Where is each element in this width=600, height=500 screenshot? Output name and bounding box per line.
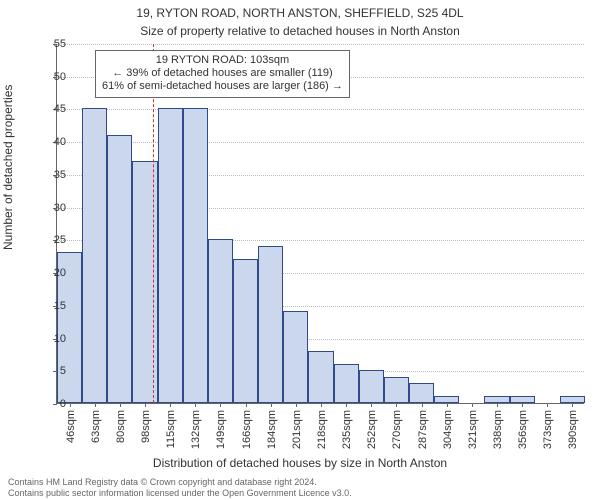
x-tick-mark xyxy=(447,403,448,407)
bar xyxy=(208,239,233,403)
x-tick-label: 201sqm xyxy=(291,410,303,449)
x-tick-label: 390sqm xyxy=(567,410,579,449)
x-tick-label: 98sqm xyxy=(140,410,152,443)
x-tick-mark xyxy=(422,403,423,407)
x-tick-mark xyxy=(170,403,171,407)
x-tick-mark xyxy=(70,403,71,407)
x-tick-label: 252sqm xyxy=(366,410,378,449)
x-tick-mark xyxy=(95,403,96,407)
x-tick-mark xyxy=(346,403,347,407)
bar xyxy=(158,108,183,403)
x-tick-mark xyxy=(497,403,498,407)
x-tick-mark xyxy=(220,403,221,407)
bar xyxy=(183,108,208,403)
y-tick-label: 5 xyxy=(38,365,66,377)
x-tick-label: 166sqm xyxy=(241,410,253,449)
footer-line-1: Contains HM Land Registry data © Crown c… xyxy=(8,477,352,487)
y-tick-label: 40 xyxy=(38,136,66,148)
plot-area xyxy=(56,44,584,404)
y-tick-label: 10 xyxy=(38,333,66,345)
title-line-1: 19, RYTON ROAD, NORTH ANSTON, SHEFFIELD,… xyxy=(0,6,600,20)
x-tick-mark xyxy=(120,403,121,407)
x-tick-mark xyxy=(522,403,523,407)
bar xyxy=(82,108,107,403)
x-tick-mark xyxy=(195,403,196,407)
y-tick-label: 30 xyxy=(38,202,66,214)
reference-line xyxy=(153,44,154,403)
x-axis-label: Distribution of detached houses by size … xyxy=(0,456,600,470)
x-tick-label: 287sqm xyxy=(417,410,429,449)
x-tick-mark xyxy=(296,403,297,407)
grid-line xyxy=(57,142,584,143)
x-tick-mark xyxy=(371,403,372,407)
annotation-line-2: ← 39% of detached houses are smaller (11… xyxy=(102,67,343,80)
chart-container: 19, RYTON ROAD, NORTH ANSTON, SHEFFIELD,… xyxy=(0,0,600,500)
y-tick-label: 25 xyxy=(38,234,66,246)
x-tick-mark xyxy=(145,403,146,407)
bar xyxy=(409,383,434,403)
bar xyxy=(107,135,132,403)
x-tick-label: 80sqm xyxy=(115,410,127,443)
plot-inner xyxy=(56,44,584,404)
y-tick-label: 0 xyxy=(38,398,66,410)
footer: Contains HM Land Registry data © Crown c… xyxy=(8,477,352,498)
bar xyxy=(384,377,409,403)
annotation-line-3: 61% of semi-detached houses are larger (… xyxy=(102,80,343,93)
y-tick-label: 20 xyxy=(38,267,66,279)
x-tick-label: 235sqm xyxy=(341,410,353,449)
x-tick-label: 149sqm xyxy=(215,410,227,449)
x-tick-label: 218sqm xyxy=(316,410,328,449)
bar xyxy=(359,370,384,403)
y-tick-label: 35 xyxy=(38,169,66,181)
y-tick-label: 45 xyxy=(38,103,66,115)
x-tick-mark xyxy=(472,403,473,407)
x-tick-label: 356sqm xyxy=(517,410,529,449)
y-tick-label: 15 xyxy=(38,300,66,312)
bar xyxy=(233,259,258,403)
x-tick-mark xyxy=(321,403,322,407)
grid-line xyxy=(57,109,584,110)
y-tick-label: 50 xyxy=(38,71,66,83)
x-tick-mark xyxy=(246,403,247,407)
y-tick-label: 55 xyxy=(38,38,66,50)
x-tick-label: 132sqm xyxy=(190,410,202,449)
x-tick-label: 304sqm xyxy=(442,410,454,449)
x-tick-label: 46sqm xyxy=(65,410,77,443)
title-line-2: Size of property relative to detached ho… xyxy=(0,24,600,38)
footer-line-2: Contains public sector information licen… xyxy=(8,488,352,498)
y-axis-label: Number of detached properties xyxy=(1,85,15,250)
x-tick-label: 338sqm xyxy=(492,410,504,449)
x-tick-label: 270sqm xyxy=(391,410,403,449)
x-tick-label: 373sqm xyxy=(542,410,554,449)
bar xyxy=(258,246,283,403)
x-tick-mark xyxy=(547,403,548,407)
annotation-line-1: 19 RYTON ROAD: 103sqm xyxy=(102,54,343,67)
x-tick-mark xyxy=(572,403,573,407)
x-tick-label: 184sqm xyxy=(266,410,278,449)
x-tick-mark xyxy=(271,403,272,407)
bar xyxy=(283,311,308,403)
x-tick-label: 63sqm xyxy=(90,410,102,443)
bar xyxy=(308,351,333,403)
x-tick-label: 321sqm xyxy=(467,410,479,449)
x-tick-mark xyxy=(396,403,397,407)
bar xyxy=(334,364,359,403)
x-tick-label: 115sqm xyxy=(165,410,177,448)
grid-line xyxy=(57,44,584,45)
annotation-box: 19 RYTON ROAD: 103sqm← 39% of detached h… xyxy=(95,50,350,98)
